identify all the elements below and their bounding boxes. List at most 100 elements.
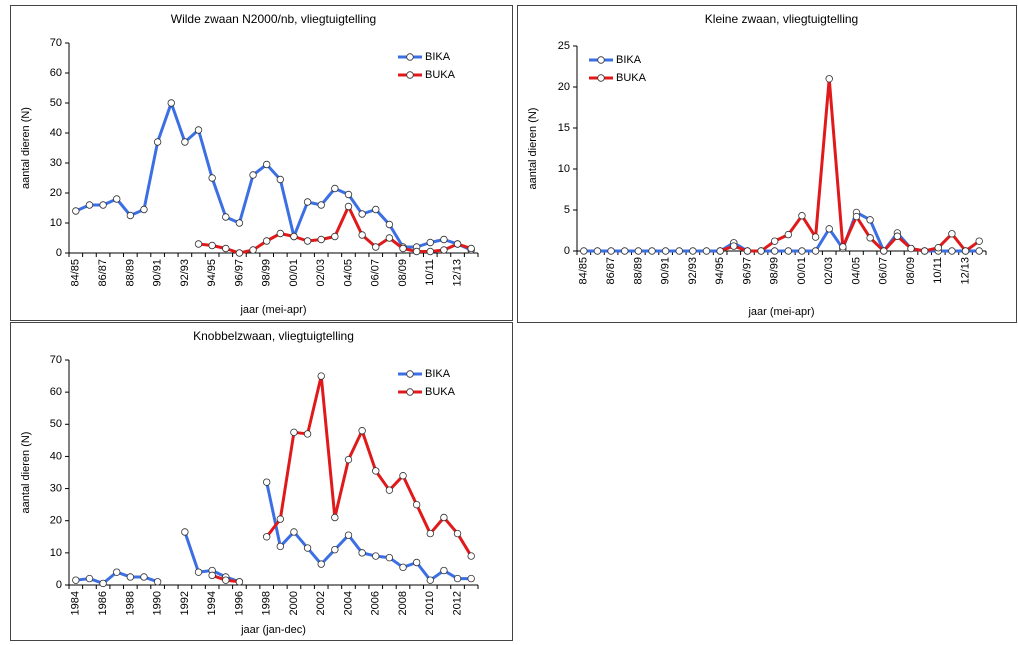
data-point [99,201,107,209]
x-tick-label: 2004 [342,591,354,615]
data-point [426,576,434,584]
data-point [961,247,970,255]
y-axis-label: aantal dieren (N) [527,108,539,190]
data-point [167,99,175,107]
data-point [262,478,271,486]
data-point [222,244,230,253]
data-point [934,244,942,252]
data-point [303,544,312,552]
x-tick-label: 90/91 [152,259,164,287]
data-point [675,247,683,255]
data-point [113,195,121,203]
y-tick-label: 70 [50,37,62,49]
data-point [770,237,779,245]
data-point [770,247,779,255]
y-tick-label: 40 [50,127,62,139]
data-point [385,553,394,562]
data-point [426,238,434,247]
data-point [975,237,983,245]
y-tick-label: 60 [50,386,62,398]
y-tick-label: 40 [50,450,62,462]
x-tick-label: 04/05 [850,257,862,285]
data-point [440,513,448,522]
chart-title: Knobbelzwaan, vliegtuigtelling [193,329,354,343]
data-point [331,513,339,522]
x-tick-label: 88/89 [124,259,136,287]
data-point [880,247,888,255]
x-tick-label: 2010 [424,591,436,615]
chart-frame [10,322,513,641]
y-tick-label: 10 [558,163,570,175]
data-point [72,207,80,215]
data-point [412,247,421,256]
x-tick-label: 1998 [261,591,273,615]
legend-marker [406,388,414,396]
y-tick-label: 50 [50,97,62,109]
data-point [607,247,615,255]
data-point [467,574,475,583]
y-tick-label: 20 [558,81,570,93]
data-point [208,241,216,250]
x-tick-label: 12/13 [451,259,463,287]
data-point [661,247,670,255]
data-point [317,560,325,568]
data-point [235,219,244,227]
x-tick-label: 10/11 [932,257,944,284]
y-tick-label: 15 [558,122,570,134]
data-point [811,233,820,241]
data-point [222,213,230,221]
data-point [426,529,434,538]
data-point [153,578,162,586]
y-tick-label: 70 [50,354,62,366]
y-tick-label: 10 [50,217,62,229]
data-point [648,247,656,255]
x-tick-label: 98/99 [769,257,781,285]
legend-label: BUKA [425,386,456,398]
y-axis-label: aantal dieren (N) [20,107,32,189]
data-point [948,230,956,238]
legend-label: BUKA [616,72,647,84]
data-point [194,240,203,248]
data-point [181,528,189,536]
chart: Knobbelzwaan, vliegtuigtelling 0 10 20 30 40 5… [10,322,513,641]
x-tick-label: 86/87 [605,257,617,285]
chart-title: Kleine zwaan, vliegtuigtelling [705,12,858,26]
x-tick-label: 08/09 [397,259,409,287]
y-tick-label: 0 [564,245,570,257]
data-point [290,528,298,536]
data-point [412,558,421,567]
data-point [730,242,738,250]
data-point [757,247,765,255]
data-point [181,138,189,146]
data-point [290,428,298,437]
y-tick-label: 10 [50,547,62,559]
data-point [358,210,366,218]
data-point [798,212,806,220]
data-point [467,244,475,253]
x-tick-label: 00/01 [796,257,808,285]
series-line [75,101,472,252]
data-point [262,237,271,245]
data-point [593,247,602,255]
data-point [249,171,257,179]
legend-label: BIKA [425,51,451,63]
data-point [344,202,353,211]
legend-marker [597,74,605,82]
x-tick-label: 1986 [97,591,109,615]
data-point [126,573,135,581]
y-tick-label: 0 [56,247,62,259]
data-point [784,247,793,255]
data-point [372,243,380,251]
data-point [249,246,257,254]
x-tick-label: 08/09 [905,257,917,285]
data-point [907,244,915,253]
data-point [317,201,325,209]
data-point [811,247,820,255]
data-point [290,232,298,241]
data-point [412,500,421,509]
data-point [866,234,874,242]
x-tick-label: 1984 [70,591,82,615]
data-point [276,515,285,523]
data-point [399,563,407,572]
